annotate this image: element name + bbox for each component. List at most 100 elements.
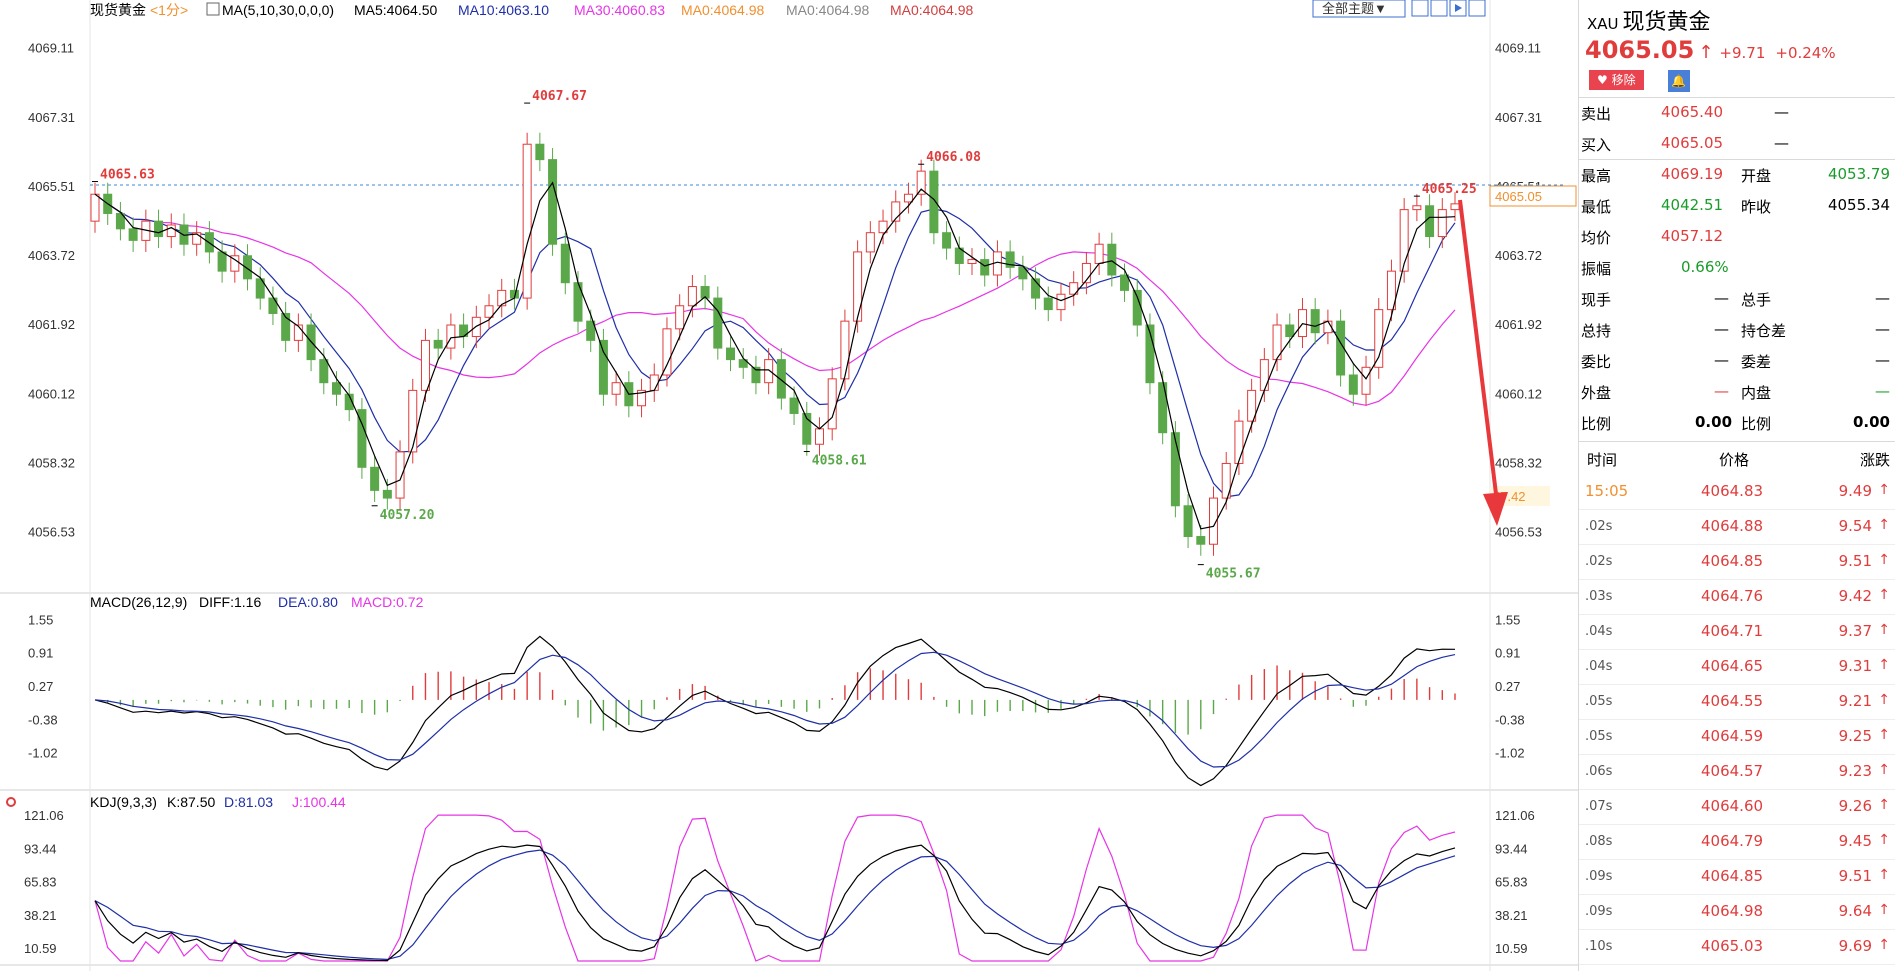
ratio1-label: 比例 bbox=[1581, 415, 1612, 433]
candle-down bbox=[1285, 324, 1295, 338]
trade-change: 9.49 bbox=[1838, 482, 1872, 500]
candle-down bbox=[598, 339, 608, 395]
macd-tick-left: 1.55 bbox=[28, 613, 53, 628]
extreme-label: 4055.67 bbox=[1206, 567, 1261, 582]
trade-time: .10s bbox=[1585, 939, 1613, 954]
candle-up bbox=[967, 259, 977, 264]
kdj-tick-left: 65.83 bbox=[24, 875, 57, 890]
candle-down bbox=[1005, 251, 1015, 268]
candle-up bbox=[814, 428, 824, 445]
trade-row[interactable]: .06s 4064.57 9.23 ↑ bbox=[1579, 754, 1895, 790]
trade-price: 4064.57 bbox=[1701, 762, 1764, 780]
candle-up bbox=[1259, 359, 1269, 391]
price-tick-left: 4065.51 bbox=[28, 179, 75, 194]
chart-area[interactable]: 4069.11 4069.11 4067.31 4067.31 4065.51 4065.… bbox=[0, 0, 1578, 971]
trade-up-arrow-icon: ↑ bbox=[1878, 657, 1890, 673]
kdj-tick-right: 93.44 bbox=[1495, 841, 1528, 856]
position-row: 总持 — 持仓差 — bbox=[1579, 314, 1895, 345]
macd-tick-right: -1.02 bbox=[1495, 746, 1525, 761]
candle-down bbox=[1310, 309, 1320, 334]
trade-row[interactable]: .03s 4064.76 9.42 ↑ bbox=[1579, 579, 1895, 615]
trade-up-arrow-icon: ↑ bbox=[1878, 727, 1890, 743]
ma5-line bbox=[94, 181, 1456, 530]
trade-change: 9.31 bbox=[1838, 657, 1872, 675]
indicator-settings-icon[interactable] bbox=[6, 797, 16, 807]
inner-value: — bbox=[1875, 382, 1890, 400]
bid-diff-value: — bbox=[1875, 351, 1890, 369]
trade-price: 4064.76 bbox=[1701, 587, 1764, 605]
kdj-d-path bbox=[94, 849, 1456, 961]
remove-watchlist-button[interactable]: ♥ 移除 bbox=[1589, 70, 1644, 90]
candle-up bbox=[611, 382, 621, 395]
price-tick-right: 4067.31 bbox=[1495, 110, 1542, 125]
price-tick-right: 4056.53 bbox=[1495, 525, 1542, 540]
trade-change: 9.37 bbox=[1838, 622, 1872, 640]
trade-row[interactable]: .09s 4064.98 9.64 ↑ bbox=[1579, 894, 1895, 930]
extreme-label: 4066.08 bbox=[926, 150, 981, 165]
theme-button[interactable] bbox=[1312, 0, 1406, 18]
kdj-tick-right: 10.59 bbox=[1495, 941, 1528, 956]
trade-change: 9.26 bbox=[1838, 797, 1872, 815]
trade-row[interactable]: .04s 4064.71 9.37 ↑ bbox=[1579, 614, 1895, 650]
ask-row: 卖出 4065.40 — bbox=[1579, 97, 1895, 128]
trade-up-arrow-icon: ↑ bbox=[1878, 622, 1890, 638]
candle-down bbox=[1145, 324, 1155, 384]
candle-up bbox=[853, 251, 863, 322]
col-time-header: 时间 bbox=[1587, 451, 1618, 469]
candle-up bbox=[1247, 389, 1257, 422]
macd-tick-right: 1.55 bbox=[1495, 613, 1520, 628]
trade-row[interactable]: 15:05 4064.83 9.49 ↑ bbox=[1579, 474, 1895, 510]
candle-down bbox=[802, 412, 812, 445]
price-tick-right: 4058.32 bbox=[1495, 456, 1542, 471]
trade-row[interactable]: .08s 4064.79 9.45 ↑ bbox=[1579, 824, 1895, 860]
total-vol-value: — bbox=[1875, 289, 1890, 307]
candle-down bbox=[331, 382, 341, 395]
candle-up bbox=[675, 305, 685, 330]
trade-row[interactable]: .04s 4064.65 9.31 ↑ bbox=[1579, 649, 1895, 685]
alert-bell-button[interactable]: 🔔 bbox=[1667, 70, 1690, 92]
candle-down bbox=[1107, 243, 1117, 276]
trade-row[interactable]: .09s 4064.85 9.51 ↑ bbox=[1579, 859, 1895, 895]
candle-down bbox=[1348, 374, 1358, 395]
trade-row[interactable]: .10s 4065.03 9.69 ↑ bbox=[1579, 929, 1895, 965]
trade-row[interactable]: .02s 4064.85 9.51 ↑ bbox=[1579, 544, 1895, 580]
open-label: 开盘 bbox=[1741, 167, 1772, 185]
bid-label: 买入 bbox=[1581, 136, 1612, 154]
kdj-tick-right: 65.83 bbox=[1495, 875, 1528, 890]
candle-down bbox=[1183, 505, 1193, 538]
trade-row[interactable]: .05s 4064.55 9.21 ↑ bbox=[1579, 684, 1895, 720]
ma0-value-b: MA0:4064.98 bbox=[786, 2, 869, 18]
prev-close-value: 4055.34 bbox=[1827, 196, 1890, 214]
price-tick-right: 4069.11 bbox=[1495, 41, 1541, 56]
trade-price: 4064.59 bbox=[1701, 727, 1764, 745]
macd-axis: 1.55 1.55 0.91 0.91 0.27 0.27 -0.38 -0.38 -1.02 -… bbox=[28, 613, 1525, 761]
kdj-tick-left: 121.06 bbox=[24, 808, 64, 823]
ma30-path bbox=[94, 193, 1456, 406]
layout-grid-icon[interactable] bbox=[1411, 0, 1429, 17]
price-axis: 4069.11 4069.11 4067.31 4067.31 4065.51 4065.… bbox=[28, 41, 1542, 540]
candle-down bbox=[1158, 382, 1168, 434]
trade-row[interactable]: .07s 4064.60 9.26 ↑ bbox=[1579, 789, 1895, 825]
candle-down bbox=[382, 489, 392, 499]
trade-row[interactable]: .02s 4064.88 9.54 ↑ bbox=[1579, 509, 1895, 545]
extreme-label: 4065.63 bbox=[100, 168, 155, 183]
trade-up-arrow-icon: ↑ bbox=[1878, 692, 1890, 708]
candle-down bbox=[929, 170, 939, 234]
ma-toggle-icon[interactable] bbox=[206, 2, 220, 16]
price-tick-right: 4060.12 bbox=[1495, 386, 1542, 401]
macd-lines bbox=[94, 635, 1456, 787]
trade-row[interactable]: .05s 4064.59 9.25 ↑ bbox=[1579, 719, 1895, 755]
amplitude-label: 振幅 bbox=[1581, 260, 1612, 278]
settings-icon[interactable] bbox=[1468, 0, 1486, 17]
candle-down bbox=[319, 359, 329, 384]
trade-up-arrow-icon: ↑ bbox=[1878, 482, 1890, 498]
period-label[interactable]: <1分> bbox=[150, 2, 188, 18]
trade-change: 9.42 bbox=[1838, 587, 1872, 605]
candlesticks[interactable] bbox=[90, 132, 1460, 556]
bid-ratio-value: — bbox=[1714, 351, 1729, 369]
trade-time: .03s bbox=[1585, 589, 1613, 604]
candle-up bbox=[1386, 270, 1396, 311]
candle-up bbox=[891, 201, 901, 222]
layout-split-icon[interactable] bbox=[1430, 0, 1448, 17]
ma10-line bbox=[94, 193, 1456, 498]
